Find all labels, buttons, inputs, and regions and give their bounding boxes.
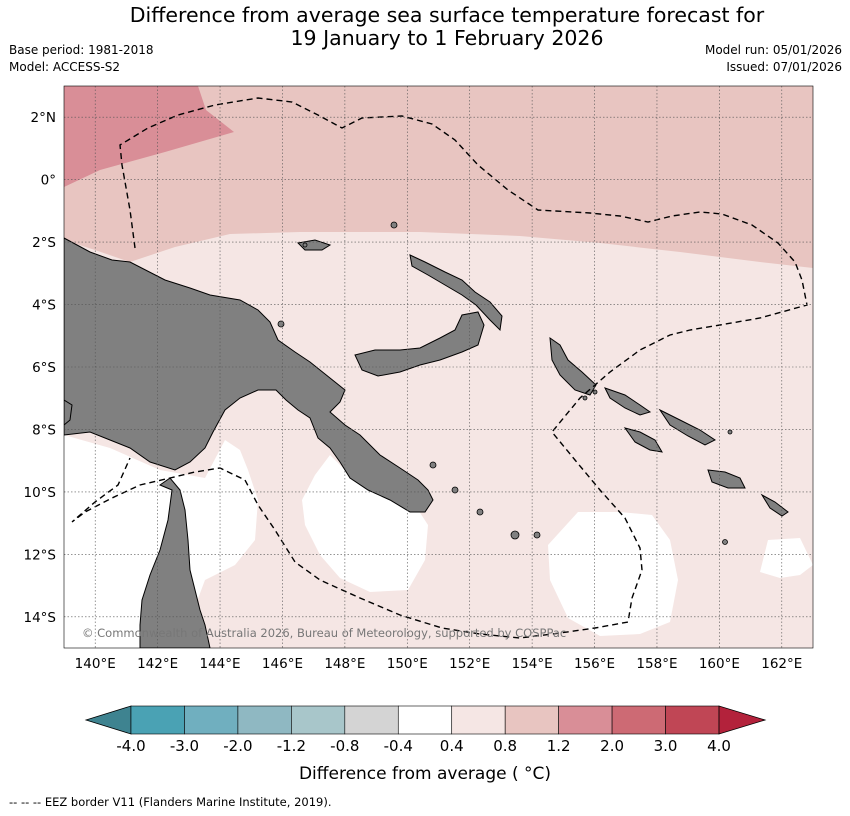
new-ireland-island: [409, 254, 503, 332]
colorbar-segment: [130, 705, 185, 735]
issued-date: Issued: 07/01/2026: [726, 60, 842, 74]
neutral-region-west: [64, 435, 258, 648]
guadalcanal-island: [623, 427, 663, 453]
model-name: Model: ACCESS-S2: [9, 60, 121, 74]
lon-tick-label: 140°E: [75, 656, 116, 672]
lat-tick-label: 12°S: [24, 547, 57, 563]
colorbar-tick-label: -1.2: [277, 737, 306, 755]
lon-tick-label: 154°E: [512, 656, 553, 672]
map-frame: [63, 85, 814, 649]
western-land-edge: [64, 399, 73, 426]
copyright-notice: © Commonwealth of Australia 2026, Bureau…: [82, 626, 566, 640]
colorbar-segment: [397, 705, 453, 735]
map-panel: [64, 86, 813, 648]
manus-island: [296, 239, 332, 251]
colorbar: -4.0 -3.0 -2.0 -1.2 -0.8 -0.4 0.4 0.8 1.2 2.0 3.0 4…: [84, 705, 767, 755]
lon-tick-label: 144°E: [200, 656, 241, 672]
title-line-2: 19 January to 1 February 2026: [290, 26, 604, 50]
meta-left: Base period: 1981-2018 Model: ACCESS-S2: [9, 42, 154, 76]
eez-border: [71, 97, 808, 639]
eez-footnote: -- -- -- EEZ border V11 (Flanders Marine…: [9, 795, 332, 809]
colorbar-segment: [344, 705, 399, 735]
colorbar-title: Difference from average ( °C): [299, 764, 551, 784]
title-line-1: Difference from average sea surface temp…: [129, 3, 765, 27]
map-title: Difference from average sea surface temp…: [0, 4, 850, 50]
lat-tick-label: 6°S: [32, 360, 56, 376]
colorbar-tick-label: 1.2: [547, 737, 571, 755]
colorbar-segment: [504, 705, 559, 735]
colorbar-tick-label: -2.0: [223, 737, 252, 755]
lat-tick-label: 10°S: [24, 485, 57, 501]
bougainville-island: [549, 336, 597, 396]
colorbar-segment: [237, 705, 292, 735]
lon-tick-label: 146°E: [262, 656, 303, 672]
neutral-region-east: [548, 512, 678, 636]
malaita-island: [658, 408, 716, 446]
neutral-region-far-east: [760, 538, 813, 578]
choiseul-island: [604, 387, 652, 416]
meta-right: Model run: 05/01/2026 Issued: 07/01/2026: [705, 42, 842, 76]
colorbar-tick-label: 4.0: [707, 737, 731, 755]
colorbar-segment: [291, 705, 346, 735]
colorbar-tick-label: 0.4: [440, 737, 464, 755]
lat-tick-label: 2°N: [31, 110, 56, 126]
longitude-labels: 140°E 142°E 144°E 146°E 148°E 150°E 152°E 154°E…: [75, 656, 803, 672]
lon-tick-label: 162°E: [761, 656, 802, 672]
colorbar-tick-label: -4.0: [116, 737, 145, 755]
lon-tick-label: 158°E: [636, 656, 677, 672]
lat-tick-label: 14°S: [24, 610, 57, 626]
lat-tick-label: 4°S: [32, 298, 56, 314]
anomaly-region-0.8-1.2: [64, 86, 813, 268]
new-britain-island: [354, 311, 485, 377]
lon-tick-label: 160°E: [699, 656, 740, 672]
lat-tick-label: 0°: [41, 173, 56, 189]
colorbar-extend-high: [718, 705, 767, 735]
small-islands: [277, 221, 733, 545]
model-run: Model run: 05/01/2026: [704, 43, 842, 57]
map-figure: © Commonwealth of Australia 2026, Bureau…: [24, 85, 814, 784]
colorbar-tick-label: 3.0: [654, 737, 678, 755]
colorbar-segment: [611, 705, 666, 735]
colorbar-segment: [665, 705, 720, 735]
new-guinea-landmass: [64, 237, 434, 513]
colorbar-segment: [558, 705, 613, 735]
colorbar-extend-low: [84, 705, 132, 735]
colorbar-tick-label: 0.8: [493, 737, 517, 755]
lon-tick-label: 156°E: [574, 656, 615, 672]
neutral-region-coral-sea: [302, 455, 428, 592]
colorbar-tick-label: 2.0: [600, 737, 624, 755]
lat-tick-label: 8°S: [32, 422, 56, 438]
latitude-labels: 2°N 0° 2°S 4°S 6°S 8°S 10°S 12°S 14°S: [24, 110, 57, 626]
lat-tick-label: 2°S: [32, 235, 56, 251]
colorbar-segment: [184, 705, 239, 735]
makira-island: [707, 469, 746, 489]
colorbar-segment: [451, 705, 506, 735]
colorbar-tick-label: -0.8: [330, 737, 359, 755]
lon-tick-label: 148°E: [324, 656, 365, 672]
colorbar-tick-label: -0.4: [384, 737, 413, 755]
colorbar-tick-label: -3.0: [170, 737, 199, 755]
lon-tick-label: 150°E: [387, 656, 428, 672]
lon-tick-label: 152°E: [449, 656, 490, 672]
lon-tick-label: 142°E: [137, 656, 178, 672]
base-period: Base period: 1981-2018: [9, 43, 154, 57]
gridlines: [64, 86, 813, 648]
